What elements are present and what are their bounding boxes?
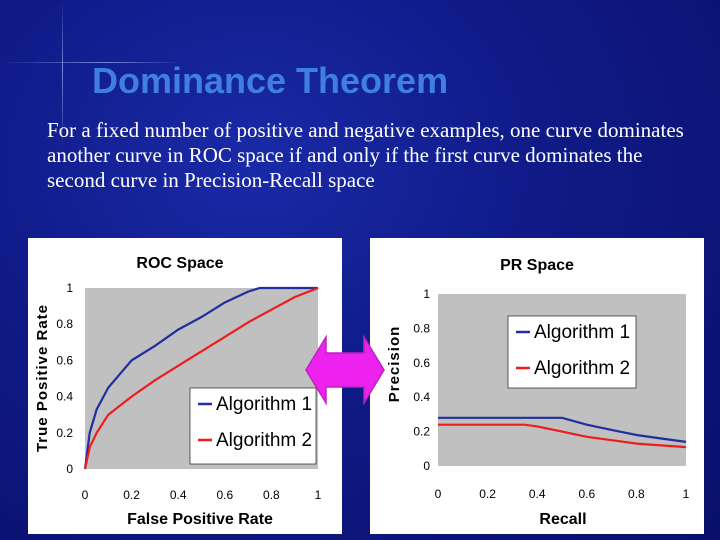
y-tick-label: 0.8 [56, 317, 73, 331]
roc-chart-panel: ROC Space 0 0.2 0.4 0.6 0.8 1 0 0.2 0.4 0.6 0.8 1 Fal… [28, 238, 342, 534]
legend-label: Algorithm 1 [216, 394, 312, 415]
x-tick-label: 0.2 [123, 488, 140, 502]
chart-title: ROC Space [136, 255, 223, 272]
x-tick-label: 0.4 [170, 488, 187, 502]
slide-title: Dominance Theorem [92, 60, 449, 101]
y-axis-label: True Positive Rate [34, 304, 51, 452]
x-tick-label: 0.8 [628, 487, 645, 501]
y-tick-label: 1 [423, 287, 430, 301]
legend-label: Algorithm 1 [534, 322, 630, 343]
y-tick-label: 0 [66, 462, 73, 476]
x-axis-label: Recall [539, 511, 586, 528]
legend-box [507, 315, 637, 389]
y-tick-label: 1 [66, 281, 73, 295]
y-tick-label: 0.4 [56, 390, 73, 404]
y-tick-label: 0.2 [413, 425, 430, 439]
x-tick-label: 0.6 [578, 487, 595, 501]
x-tick-label: 0 [82, 488, 89, 502]
x-tick-label: 0 [435, 487, 442, 501]
y-tick-label: 0.6 [413, 356, 430, 370]
legend-label: Algorithm 2 [534, 358, 630, 379]
legend-box [189, 387, 317, 465]
x-tick-label: 0.4 [529, 487, 546, 501]
series-line-1 [83, 286, 318, 470]
series-line-2 [438, 423, 687, 449]
x-axis-label: False Positive Rate [127, 511, 273, 528]
chart-title: PR Space [500, 257, 574, 274]
y-tick-label: 0.2 [56, 426, 73, 440]
x-tick-label: 0.6 [216, 488, 233, 502]
lens-flare-horizontal [0, 62, 180, 63]
x-tick-label: 0.2 [479, 487, 496, 501]
series-line-2 [83, 286, 319, 470]
y-tick-label: 0.6 [56, 353, 73, 367]
roc-chart: ROC Space 0 0.2 0.4 0.6 0.8 1 0 0.2 0.4 0.6 0.8 1 Fal… [34, 255, 322, 528]
lens-flare-vertical [62, 0, 63, 150]
x-tick-label: 1 [683, 487, 690, 501]
pr-chart: PR Space 0 0.2 0.4 0.6 0.8 1 0 0.2 0.4 0.6 0.8 1 Reca… [386, 257, 690, 528]
legend-label: Algorithm 2 [216, 430, 312, 451]
left-right-arrow-icon [305, 334, 385, 406]
y-tick-label: 0 [423, 459, 430, 473]
pr-chart-panel: PR Space 0 0.2 0.4 0.6 0.8 1 0 0.2 0.4 0.6 0.8 1 Reca… [370, 238, 704, 534]
y-tick-label: 0.4 [413, 390, 430, 404]
y-axis-label: Precision [386, 326, 403, 403]
series-line-1 [438, 416, 687, 443]
slide-body-text: For a fixed number of positive and negat… [47, 118, 684, 192]
x-tick-label: 0.8 [263, 488, 280, 502]
y-tick-label: 0.8 [413, 321, 430, 335]
x-tick-label: 1 [315, 488, 322, 502]
